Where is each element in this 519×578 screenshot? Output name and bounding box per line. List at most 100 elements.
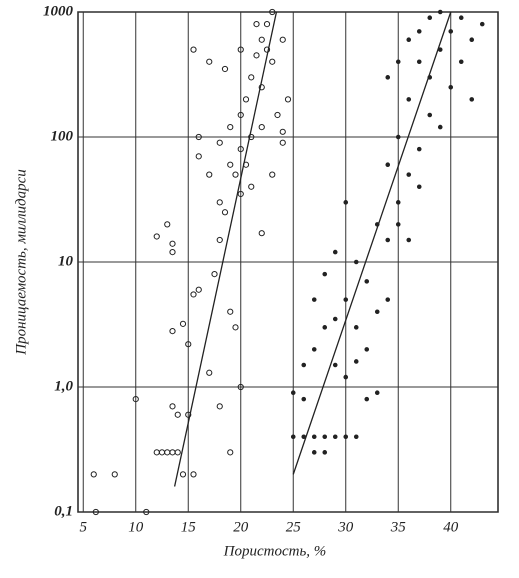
open-point (174, 411, 181, 418)
open-point (169, 240, 176, 247)
open-point (248, 133, 255, 141)
filled-point (385, 237, 391, 243)
open-point (279, 139, 286, 146)
filled-point (343, 200, 349, 205)
open-point (185, 341, 192, 348)
filled-point (437, 124, 443, 130)
open-point (227, 124, 234, 131)
y-tick-label: 0,1 (54, 503, 73, 519)
filled-point (322, 325, 328, 330)
filled-point (322, 450, 328, 455)
filled-point (479, 21, 485, 27)
filled-point (322, 271, 328, 277)
open-point (211, 271, 218, 278)
open-point (227, 449, 234, 456)
open-point (263, 21, 271, 28)
open-point (263, 46, 271, 53)
filled-point (311, 434, 317, 440)
open-point (206, 369, 213, 376)
filled-point (353, 259, 359, 265)
filled-point (406, 37, 412, 43)
open-point (179, 471, 187, 478)
filled-point (448, 84, 454, 90)
filled-point (395, 134, 401, 140)
x-tick-label: 35 (390, 519, 407, 535)
open-point (216, 199, 223, 206)
x-axis-label: Пористость, % (223, 543, 327, 559)
filled-point (343, 297, 349, 302)
open-point (216, 139, 223, 146)
filled-point (374, 222, 380, 227)
trend-line (292, 11, 452, 475)
filled-point (332, 362, 338, 368)
filled-point (395, 200, 401, 205)
filled-point (416, 146, 422, 152)
filled-point (364, 396, 370, 402)
y-tick-label: 1000 (43, 3, 74, 19)
x-tick-label: 25 (286, 519, 302, 535)
filled-point (469, 37, 475, 43)
filled-point (301, 396, 307, 402)
open-point (237, 111, 244, 119)
filled-point (448, 29, 454, 34)
open-point (111, 471, 118, 478)
open-point (237, 190, 244, 198)
open-point (143, 508, 150, 516)
open-point (190, 291, 197, 298)
open-point (258, 124, 265, 131)
filled-point (343, 374, 349, 380)
filled-point (332, 434, 338, 440)
open-point (158, 449, 166, 456)
open-point (279, 128, 286, 135)
open-point (221, 65, 229, 73)
filled-point (311, 347, 317, 352)
filled-point (406, 97, 412, 102)
filled-point (374, 390, 380, 396)
filled-point (311, 297, 317, 302)
filled-point (458, 15, 464, 21)
open-point (179, 320, 187, 327)
open-point (227, 308, 234, 315)
open-point (169, 249, 176, 256)
filled-point (332, 316, 338, 322)
open-point (258, 36, 265, 43)
open-point (190, 46, 197, 53)
open-point (206, 171, 213, 178)
filled-point (406, 172, 412, 177)
open-point (169, 403, 176, 410)
open-point (237, 46, 244, 53)
trend-line (173, 11, 278, 487)
open-point (242, 161, 250, 168)
x-tick-label: 20 (233, 519, 249, 535)
filled-point (353, 359, 359, 364)
open-point (206, 58, 213, 65)
filled-point (427, 112, 433, 118)
filled-point (343, 434, 349, 440)
open-point (185, 411, 192, 418)
open-point (258, 230, 265, 237)
filled-point (353, 325, 359, 330)
open-point (284, 96, 292, 103)
open-point (92, 508, 99, 516)
filled-point (416, 184, 422, 190)
filled-point (406, 237, 412, 243)
open-point (248, 74, 255, 81)
filled-point (395, 222, 401, 227)
x-tick-label: 40 (443, 519, 459, 535)
open-point (227, 161, 234, 168)
open-point (216, 236, 223, 244)
filled-point (458, 59, 464, 65)
open-point (216, 403, 223, 410)
x-tick-label: 30 (337, 519, 354, 535)
open-point (190, 471, 197, 478)
filled-point (416, 29, 422, 34)
open-point (253, 52, 260, 59)
open-point (169, 328, 176, 335)
filled-point (385, 75, 391, 80)
filled-point (437, 47, 443, 52)
open-point (164, 449, 171, 456)
filled-point (322, 434, 328, 440)
open-point (195, 133, 202, 141)
y-tick-label: 10 (58, 253, 74, 269)
